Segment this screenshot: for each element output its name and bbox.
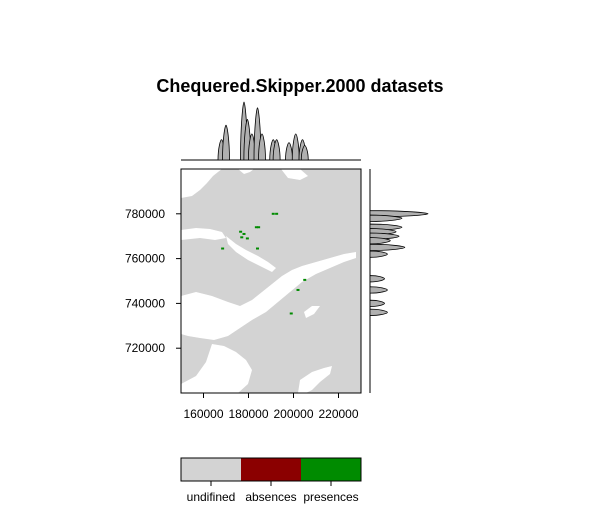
presence-point [240,236,244,239]
y-tick-label: 780000 [125,207,165,221]
presence-point [296,288,300,291]
presence-point [289,312,293,315]
right-density-peak [369,214,403,222]
x-tick-label: 160000 [183,407,223,421]
right-density-peak [369,275,385,283]
presence-point [242,232,246,235]
legend-swatch-presences [301,458,361,481]
map-gap-top-mid [238,169,254,174]
chart-title: Chequered.Skipper.2000 datasets [156,76,444,96]
top-density-peak [300,145,309,161]
legend-swatch-absences [241,458,301,481]
map-gap-top-right [281,169,308,180]
top-density-peak [222,124,230,161]
top-density-peak [258,133,266,161]
legend-label-presences: presences [303,490,358,504]
legend: undifined absences presences [180,457,362,504]
legend-swatch-undifined [181,458,241,481]
top-marginal-density [181,101,361,161]
map-gap-right-inlet [304,306,320,318]
presence-point [271,212,275,215]
presence-point [239,230,243,233]
map-gap-top-left [181,169,222,198]
right-density-peak [369,250,388,258]
x-tick-label: 200000 [273,407,313,421]
map-gap-main-loch [181,252,356,340]
presence-point [303,278,307,281]
right-marginal-density [369,169,429,393]
right-density-peak [369,237,391,245]
map-gap-upper-loch [226,236,276,272]
legend-frame [180,457,362,482]
y-tick-label: 740000 [125,296,165,310]
right-density-peak [369,243,406,252]
right-density-peak [369,286,388,294]
map-gap-left-inlet [181,228,226,240]
legend-label-undifined: undifined [187,490,236,504]
presence-point [275,212,279,215]
right-density-peak [369,299,385,308]
map-panel [180,168,362,394]
map-frame [180,168,362,394]
presence-point [245,237,249,240]
map-gap-lower-right [298,366,332,393]
legend-label-absences: absences [245,490,296,504]
map-gap-lower-channel [181,344,252,393]
presence-point [254,226,258,229]
y-tick-label: 760000 [125,252,165,266]
x-tick-label: 180000 [228,407,268,421]
y-axis: 720000 740000 760000 780000 [125,207,181,355]
presence-points [221,212,307,315]
right-density-peak [369,308,388,316]
top-density-peak [291,133,300,161]
x-tick-label: 220000 [318,407,358,421]
presence-point [257,226,261,229]
presence-point [221,247,225,250]
top-density-peak [272,139,281,161]
top-density-peak [285,142,293,161]
y-tick-label: 720000 [125,341,165,355]
x-axis: 160000 180000 200000 220000 [183,393,359,421]
presence-point [256,247,259,250]
